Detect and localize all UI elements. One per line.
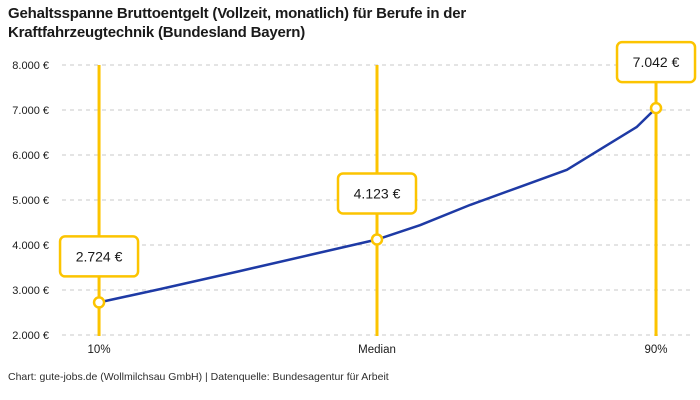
x-axis-tick-label: 10% <box>88 344 111 356</box>
value-label: 2.724 € <box>76 248 123 264</box>
y-axis-tick-label: 3.000 € <box>12 285 49 297</box>
y-axis-tick-label: 7.000 € <box>12 105 49 117</box>
value-label: 7.042 € <box>633 54 680 70</box>
data-point-marker <box>92 296 106 309</box>
value-label-box <box>615 40 697 84</box>
value-label-box <box>58 235 140 278</box>
y-axis-tick-label: 5.000 € <box>12 195 49 207</box>
salary-range-chart: 2.000 € 3.000 € 4.000 € 5.000 € 6.000 € 7.000… <box>12 40 697 356</box>
x-axis-tick-label: 90% <box>645 344 668 356</box>
data-point-marker <box>370 233 384 246</box>
chart-title: Gehaltsspanne Bruttoentgelt (Vollzeit, m… <box>8 5 467 41</box>
salary-curve <box>97 106 658 304</box>
y-axis-tick-label: 8.000 € <box>12 60 49 72</box>
y-axis-tick-label: 2.000 € <box>12 330 49 342</box>
y-axis-tick-label: 4.000 € <box>12 240 49 252</box>
y-axis-tick-label: 6.000 € <box>12 150 49 162</box>
value-label: 4.123 € <box>354 185 401 201</box>
x-axis-tick-label: Median <box>358 344 396 356</box>
value-label-box <box>336 172 418 215</box>
chart-attribution: Chart: gute-jobs.de (Wollmilchsau GmbH) … <box>8 371 389 383</box>
data-point-marker <box>649 101 663 115</box>
